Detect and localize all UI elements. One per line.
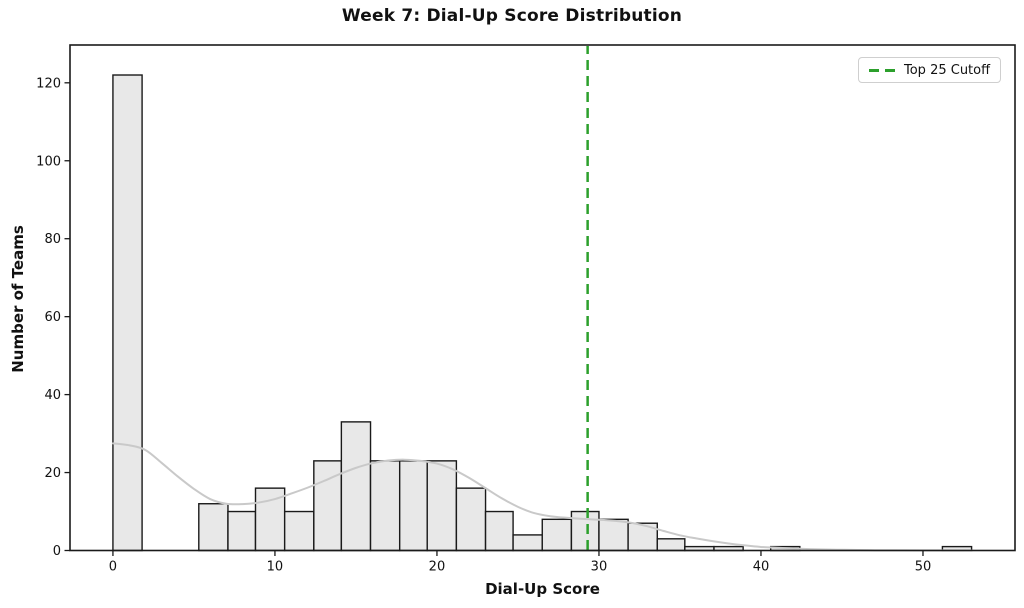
histogram-bar <box>340 421 372 552</box>
x-tick-label: 10 <box>267 560 284 575</box>
histogram-bar <box>570 510 600 552</box>
legend: Top 25 Cutoff <box>858 57 1002 83</box>
histogram-bar <box>227 510 257 552</box>
x-tick-label: 40 <box>753 560 770 575</box>
histogram-bar <box>484 510 514 552</box>
histogram-bar <box>112 74 143 552</box>
y-tick-label: 60 <box>44 310 61 325</box>
histogram-bar <box>398 460 428 552</box>
y-tick-label: 80 <box>44 232 61 247</box>
x-axis-label: Dial-Up Score <box>485 580 600 598</box>
chart-title: Week 7: Dial-Up Score Distribution <box>341 6 683 26</box>
legend-label: Top 25 Cutoff <box>904 62 991 78</box>
axes-spines <box>69 44 1016 552</box>
kde-curve <box>111 442 973 552</box>
histogram-bar <box>455 487 487 552</box>
histogram-bar <box>198 503 229 552</box>
y-tick-label: 20 <box>44 466 61 481</box>
x-tick-label: 20 <box>429 560 446 575</box>
histogram-bar <box>598 518 629 552</box>
histogram-bar <box>656 538 686 552</box>
histogram-bar <box>369 460 401 552</box>
x-tick-label: 50 <box>915 560 932 575</box>
cutoff-line-swatch <box>869 68 895 72</box>
histogram-bar <box>283 510 315 552</box>
x-tick-label: 0 <box>109 560 117 575</box>
histogram-bar <box>426 460 458 552</box>
y-tick-label: 40 <box>44 388 61 403</box>
histogram-bar <box>512 534 543 552</box>
y-tick-label: 0 <box>53 544 61 559</box>
y-tick-label: 120 <box>36 76 61 91</box>
y-tick-label: 100 <box>36 154 61 169</box>
histogram-bar <box>541 518 573 552</box>
x-tick-label: 30 <box>591 560 608 575</box>
